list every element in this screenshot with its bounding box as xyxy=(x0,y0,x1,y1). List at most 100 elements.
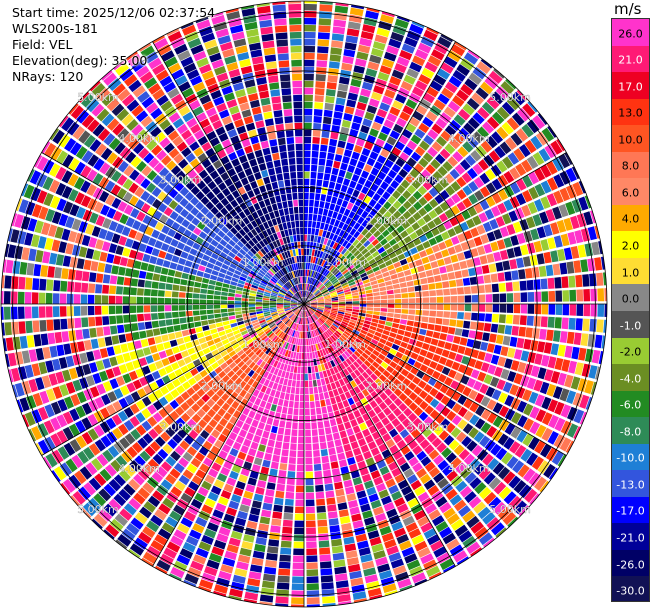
range-gate-cell xyxy=(169,510,182,522)
range-gate-cell xyxy=(292,330,296,337)
range-gate-cell xyxy=(278,339,283,346)
range-gate-cell xyxy=(404,451,415,461)
range-gate-cell xyxy=(185,341,193,349)
range-gate-cell xyxy=(269,298,277,302)
range-gate-cell xyxy=(359,294,366,298)
range-gate-cell xyxy=(152,174,163,186)
range-gate-cell xyxy=(246,222,254,231)
range-gate-cell xyxy=(491,111,505,125)
range-gate-cell xyxy=(317,308,324,312)
range-gate-cell xyxy=(454,41,467,51)
range-gate-cell xyxy=(222,247,230,255)
range-gate-cell xyxy=(475,331,483,340)
range-gate-cell xyxy=(504,271,512,281)
range-gate-cell xyxy=(171,291,179,298)
range-gate-cell xyxy=(169,468,181,479)
range-gate-cell xyxy=(269,268,276,275)
range-gate-cell xyxy=(450,304,458,311)
range-gate-cell xyxy=(321,259,326,267)
range-gate-cell xyxy=(282,276,288,283)
range-gate-cell xyxy=(134,455,146,467)
range-gate-cell xyxy=(421,342,430,351)
range-gate-cell xyxy=(319,267,325,274)
range-gate-cell xyxy=(441,366,451,376)
range-gate-cell xyxy=(261,207,269,215)
range-gate-cell xyxy=(440,273,449,281)
range-gate-cell xyxy=(466,97,480,111)
range-gate-cell xyxy=(427,146,438,158)
range-gate-cell xyxy=(264,424,272,432)
range-gate-cell xyxy=(339,393,347,401)
range-gate-cell xyxy=(215,260,223,267)
range-gate-cell xyxy=(198,245,207,254)
range-gate-cell xyxy=(328,286,335,292)
range-gate-cell xyxy=(249,314,257,319)
range-gate-cell xyxy=(339,325,346,330)
range-gate-cell xyxy=(209,344,217,352)
range-gate-cell xyxy=(217,230,226,238)
range-gate-cell xyxy=(528,472,542,487)
range-gate-cell xyxy=(305,492,315,500)
range-gate-cell xyxy=(343,149,353,158)
range-gate-cell xyxy=(263,371,270,379)
range-gate-cell xyxy=(384,388,393,397)
range-gate-cell xyxy=(283,284,289,290)
range-gate-cell xyxy=(345,328,352,334)
range-gate-cell xyxy=(393,210,402,219)
range-gate-cell xyxy=(159,274,167,283)
range-gate-cell xyxy=(36,156,49,171)
range-gate-cell xyxy=(289,314,295,320)
range-gate-cell xyxy=(113,474,126,487)
range-gate-cell xyxy=(439,148,451,160)
range-gate-cell xyxy=(401,309,409,314)
range-gate-cell xyxy=(582,318,590,332)
range-gate-cell xyxy=(498,314,506,324)
range-gate-cell xyxy=(308,373,312,381)
range-gate-cell xyxy=(66,306,74,317)
range-gate-cell xyxy=(515,193,527,206)
range-gate-cell xyxy=(366,307,374,311)
range-gate-cell xyxy=(137,313,145,322)
range-gate-cell xyxy=(128,182,139,194)
range-gate-cell xyxy=(232,425,241,435)
range-gate-cell xyxy=(330,360,336,368)
range-gate-cell xyxy=(447,272,456,280)
range-gate-cell xyxy=(102,449,114,463)
range-gate-cell xyxy=(301,359,304,367)
range-gate-cell xyxy=(309,185,316,193)
range-gate-cell xyxy=(190,560,204,572)
range-gate-cell xyxy=(366,296,374,301)
range-gate-cell xyxy=(276,272,282,278)
range-gate-cell xyxy=(357,44,371,54)
range-gate-cell xyxy=(311,270,315,278)
range-gate-cell xyxy=(422,297,430,303)
range-gate-cell xyxy=(318,327,323,334)
range-gate-cell xyxy=(190,207,200,216)
range-gate-cell xyxy=(80,180,91,193)
range-gate-cell xyxy=(70,393,81,407)
range-gate-cell xyxy=(167,130,180,141)
range-gate-cell xyxy=(398,402,408,412)
range-gate-cell xyxy=(113,60,125,71)
range-gate-cell xyxy=(263,246,270,254)
range-gate-cell xyxy=(157,191,168,202)
range-gate-cell xyxy=(65,216,75,229)
range-gate-cell xyxy=(383,378,392,387)
range-gate-cell xyxy=(228,361,237,370)
range-gate-cell xyxy=(58,241,67,254)
range-gate-cell xyxy=(352,591,367,600)
range-gate-cell xyxy=(503,471,516,485)
range-gate-cell xyxy=(306,345,310,353)
range-gate-cell xyxy=(329,232,335,240)
range-gate-cell xyxy=(204,267,213,274)
range-gate-cell xyxy=(395,266,403,273)
range-gate-cell xyxy=(249,158,258,167)
range-gate-cell xyxy=(248,410,256,419)
range-gate-cell xyxy=(467,49,480,60)
range-gate-cell xyxy=(305,422,311,430)
range-gate-cell xyxy=(559,170,571,185)
range-gate-cell xyxy=(31,204,42,218)
range-gate-cell xyxy=(246,520,258,530)
range-gate-cell xyxy=(305,408,310,416)
range-gate-cell xyxy=(304,178,310,186)
